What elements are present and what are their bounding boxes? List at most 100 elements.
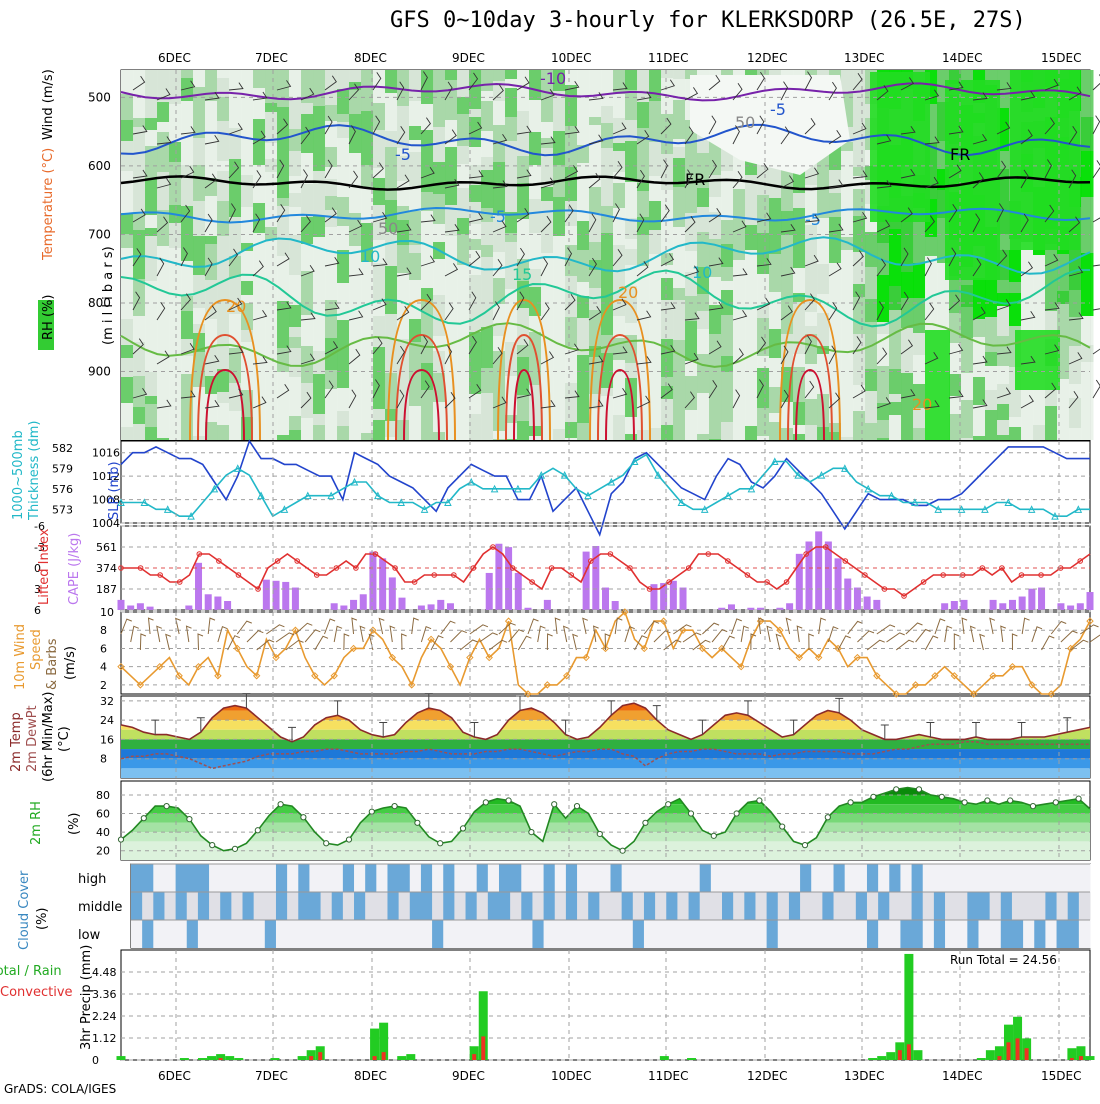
rh-cell — [889, 369, 902, 394]
rh-cell — [1045, 284, 1058, 296]
rh-cell — [517, 111, 530, 121]
rh-cell — [697, 232, 710, 267]
warm-isotherm — [597, 333, 643, 441]
cloud-cell — [788, 864, 801, 892]
precip-total-bar — [225, 1056, 235, 1060]
rh-cell — [217, 392, 230, 403]
isotherm-label: 10 — [360, 247, 380, 266]
rh-cell — [577, 395, 590, 423]
rh-cell — [829, 284, 842, 304]
wind-barb — [444, 178, 460, 189]
rh-cell — [505, 70, 518, 79]
surface-wind-barb — [692, 639, 711, 651]
dewpt-title: 2m DewPt — [25, 705, 40, 772]
cloud-cell — [710, 892, 723, 920]
rh-cell — [625, 141, 638, 182]
rh-point — [824, 814, 831, 821]
surface-wind-barb — [721, 635, 735, 651]
cloud-cell — [844, 920, 857, 948]
rh-cell — [625, 434, 638, 440]
rh-cell — [157, 122, 170, 132]
rh-cell — [1081, 392, 1094, 411]
rh-cell — [469, 202, 482, 224]
cloud-cell — [454, 892, 467, 920]
rh-point — [459, 825, 467, 832]
cloud-cell — [632, 920, 645, 948]
surface-wind-barb — [537, 625, 546, 643]
rh-cell — [673, 253, 686, 288]
wind-barb — [516, 388, 532, 399]
wind-barb — [852, 336, 862, 355]
surface-wind-barb — [682, 632, 702, 643]
surface-wind-barb — [120, 618, 132, 635]
thickness-point — [677, 498, 686, 506]
rh-cell — [397, 309, 410, 339]
credit-label: GrADS: COLA/IGES — [4, 1082, 117, 1096]
rh-cell — [289, 317, 302, 327]
cloud-cell — [1034, 864, 1046, 892]
minmax-bar — [972, 722, 980, 737]
rh-cell — [205, 347, 218, 376]
rh-cell — [745, 383, 758, 417]
rh-cell — [505, 141, 518, 177]
rh-cell — [325, 147, 338, 167]
precip-total-bar — [904, 953, 914, 1060]
wind-barb — [996, 121, 1011, 135]
rh-cell — [457, 327, 470, 335]
rh-point — [163, 802, 170, 810]
rh-point — [756, 797, 763, 804]
wind-barb — [876, 219, 891, 233]
wind-barb — [684, 352, 699, 365]
p2-side-label: 1000~500mb Thickness (dm) — [11, 421, 42, 521]
rh-cell — [181, 112, 194, 133]
rh-cell — [169, 399, 182, 415]
rh-cell — [949, 313, 962, 343]
li-point — [470, 565, 477, 571]
rh-cell — [337, 368, 350, 388]
rh-cell — [457, 218, 470, 234]
precip-total-bar — [469, 1046, 479, 1060]
wind-barb — [468, 170, 484, 179]
wind-barb — [996, 346, 1012, 355]
rh-cell — [673, 340, 686, 359]
rh-cell — [997, 306, 1010, 316]
cape-bar — [795, 553, 803, 610]
rh-cell — [229, 383, 242, 411]
cloud-cell — [387, 892, 400, 920]
date-label-bottom: 12DEC — [747, 1069, 787, 1083]
rh-cell — [781, 391, 794, 402]
thickness-point — [911, 498, 919, 506]
rh-cell — [325, 370, 338, 389]
rh-cell — [433, 259, 446, 281]
thickness-point — [163, 505, 172, 513]
wind-barb — [804, 335, 812, 355]
rh-cell — [781, 235, 794, 265]
wind-barb — [252, 356, 268, 365]
rh-cell — [397, 273, 410, 309]
rh-cell — [517, 357, 530, 395]
rh-cell — [853, 334, 866, 348]
cloud-title: Cloud Cover — [17, 870, 32, 950]
li-point — [118, 565, 124, 571]
rh-cell — [337, 283, 350, 320]
rh-cell — [769, 233, 782, 254]
cloud-cell — [811, 920, 823, 948]
cloud-cell — [487, 892, 500, 920]
wind-barb — [948, 204, 958, 223]
minmax-bar — [880, 724, 889, 740]
wind-barb — [588, 92, 604, 101]
wind-barb — [324, 207, 337, 223]
cloud-cell — [532, 920, 545, 948]
cloud-cell — [465, 892, 478, 920]
rh-cell — [601, 301, 614, 335]
rh-cell — [889, 286, 902, 310]
thickness-point — [140, 498, 149, 506]
cloud-cell — [655, 892, 667, 920]
rh-cell — [709, 141, 722, 175]
thickness-point — [981, 505, 989, 513]
cloud-cell — [1023, 864, 1035, 892]
cloud-cell — [945, 892, 957, 920]
rh-cell — [961, 400, 974, 421]
rh-cell — [709, 439, 722, 440]
surface-wind-barb — [857, 630, 875, 643]
